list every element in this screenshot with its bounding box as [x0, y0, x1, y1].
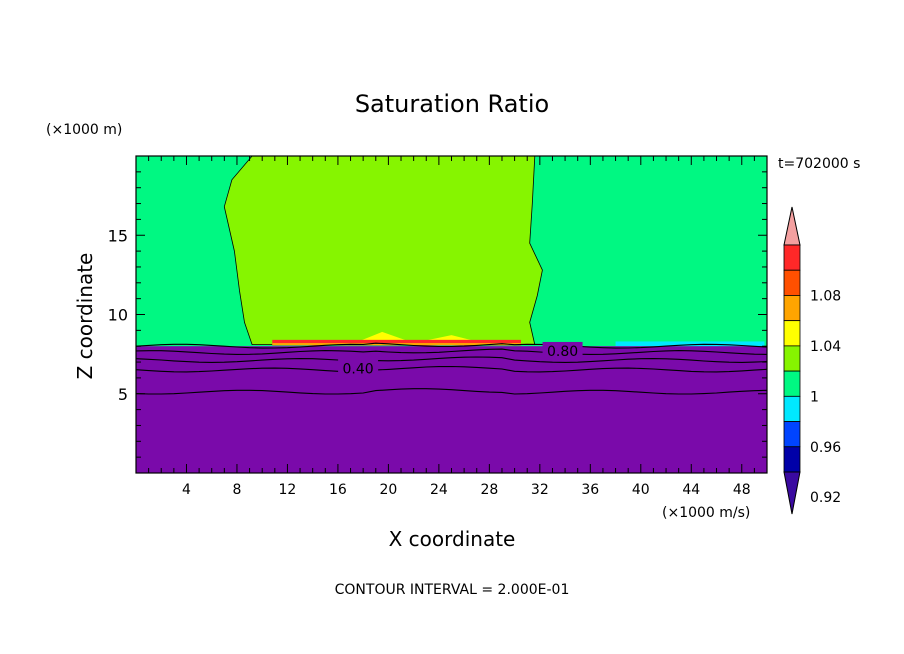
region-supersaturated	[223, 155, 543, 346]
y-unit-label: (×1000 m)	[46, 122, 122, 138]
x-tick-label: 48	[733, 482, 751, 498]
y-tick-label: 5	[118, 385, 128, 404]
contour-lines: 0.40 0.80	[135, 341, 768, 395]
colorbar-label: 0.92	[810, 490, 841, 506]
x-tick-label: 8	[232, 482, 241, 498]
region-cyan-streak	[615, 341, 765, 347]
contour-interval-footer: CONTOUR INTERVAL = 2.000E-01	[335, 582, 570, 598]
colorbar-swatch	[783, 269, 801, 296]
x-tick-label: 44	[682, 482, 700, 498]
x-tick-label: 12	[279, 482, 297, 498]
colorbar-under-arrow	[783, 471, 801, 515]
x-tick-label: 20	[379, 482, 397, 498]
colorbar-swatch	[783, 421, 801, 448]
colorbar-label: 1.04	[810, 339, 841, 355]
colorbar: 0.92 0.96 1 1.04 1.08	[783, 206, 841, 515]
x-tick-label: 32	[531, 482, 549, 498]
y-tick-label: 15	[108, 226, 128, 245]
colorbar-swatch	[783, 244, 801, 271]
contour-label-bg	[338, 359, 379, 376]
x-tick-label: 16	[329, 482, 347, 498]
colorbar-over-arrow	[783, 206, 801, 246]
colorbar-swatch	[783, 295, 801, 322]
contour-line	[135, 356, 768, 363]
contour-label-bg	[542, 341, 583, 358]
colorbar-swatch	[783, 446, 801, 473]
contour-label: 0.40	[343, 361, 374, 377]
x-tick-label: 24	[430, 482, 448, 498]
region-red-streak	[272, 339, 521, 346]
colorbar-swatch	[783, 345, 801, 372]
contour-line	[135, 365, 768, 373]
x-tick-label: 40	[632, 482, 650, 498]
colorbar-swatch	[783, 370, 801, 397]
x-tick-label: 4	[182, 482, 191, 498]
contour-line	[135, 388, 768, 395]
x-tick-label: 36	[581, 482, 599, 498]
x-tick-label: 28	[480, 482, 498, 498]
region-dry-layer	[136, 346, 767, 473]
colorbar-swatch	[783, 395, 801, 422]
colorbar-label: 1	[810, 389, 819, 405]
plot-area	[136, 155, 767, 473]
colorbar-label: 0.96	[810, 440, 841, 456]
colorbar-label: 1.08	[810, 288, 841, 304]
y-tick-label: 10	[108, 306, 128, 325]
colorbar-swatch	[783, 320, 801, 347]
contour-label: 0.80	[547, 344, 578, 360]
chart-title: Saturation Ratio	[355, 90, 549, 118]
contour-line	[135, 342, 768, 349]
y-axis-label: Z coordinate	[73, 253, 97, 380]
x-unit-label: (×1000 m/s)	[662, 505, 750, 521]
contour-line	[135, 348, 768, 355]
time-label: t=702000 s	[778, 156, 860, 172]
x-axis-label: X coordinate	[389, 527, 516, 551]
